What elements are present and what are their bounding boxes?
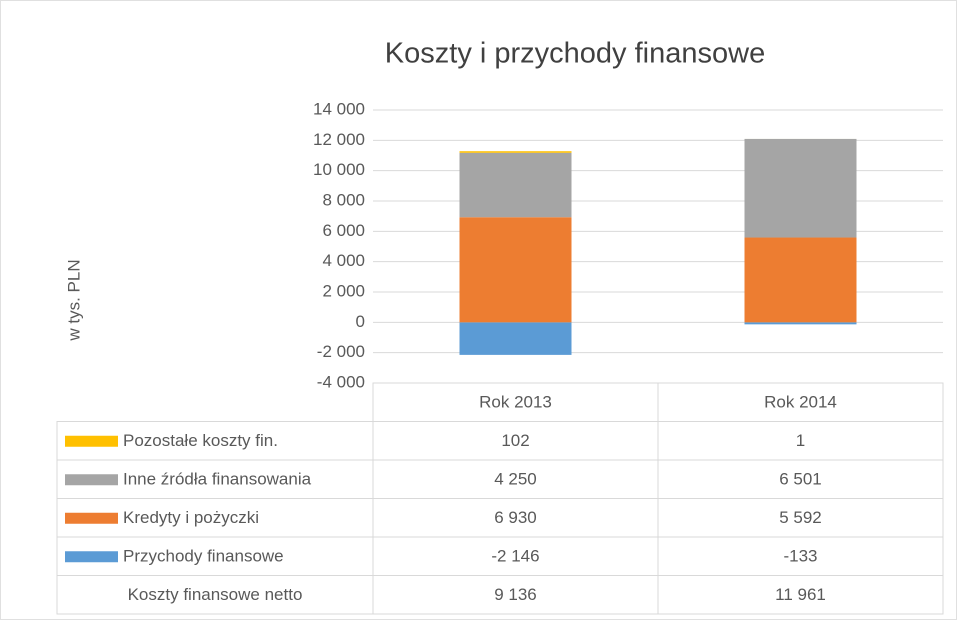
- y-tick-label: 10 000: [313, 160, 365, 179]
- legend-swatch: [65, 474, 118, 486]
- table-value: 4 250: [494, 470, 537, 489]
- bar-segment: [744, 237, 857, 323]
- table-value: 6 501: [779, 470, 822, 489]
- y-axis-label: w tys. PLN: [64, 259, 83, 341]
- legend-label: Kredyty i pożyczki: [123, 508, 259, 527]
- legend-label: Inne źródła finansowania: [123, 470, 312, 489]
- y-tick-label: -2 000: [317, 342, 365, 361]
- x-tick-label: Rok 2013: [479, 393, 552, 412]
- bar-segment: [744, 322, 857, 325]
- y-tick-label: -4 000: [317, 372, 365, 391]
- y-tick-label: 6 000: [322, 221, 365, 240]
- bar-segment: [459, 152, 572, 218]
- bar-segment: [459, 151, 572, 153]
- y-tick-label: 2 000: [322, 281, 365, 300]
- legend-label: Pozostałe koszty fin.: [123, 431, 278, 450]
- table-value: -2 146: [491, 547, 539, 566]
- y-tick-label: 14 000: [313, 99, 365, 118]
- x-tick-label: Rok 2014: [764, 393, 837, 412]
- table-cell: [657, 575, 944, 615]
- legend-swatch: [65, 551, 118, 563]
- y-tick-label: 4 000: [322, 251, 365, 270]
- legend-swatch: [65, 512, 118, 524]
- legend-label: Przychody finansowe: [123, 547, 284, 566]
- legend-swatch: [65, 435, 118, 447]
- chart-title: Koszty i przychody finansowe: [385, 38, 765, 70]
- table-value: 6 930: [494, 508, 537, 527]
- table-value: 1: [796, 431, 805, 450]
- y-tick-label: 12 000: [313, 130, 365, 149]
- table-value: 5 592: [779, 508, 822, 527]
- y-tick-label: 8 000: [322, 190, 365, 209]
- table-value: 9 136: [494, 585, 537, 604]
- table-value: 11 961: [775, 585, 826, 604]
- bar-segment: [744, 138, 857, 238]
- table-value: 102: [501, 431, 529, 450]
- table-value: -133: [783, 547, 817, 566]
- y-tick-label: 0: [356, 312, 365, 331]
- bar-segment: [459, 322, 572, 355]
- legend-label: Koszty finansowe netto: [128, 585, 303, 604]
- bar-segment: [459, 217, 572, 323]
